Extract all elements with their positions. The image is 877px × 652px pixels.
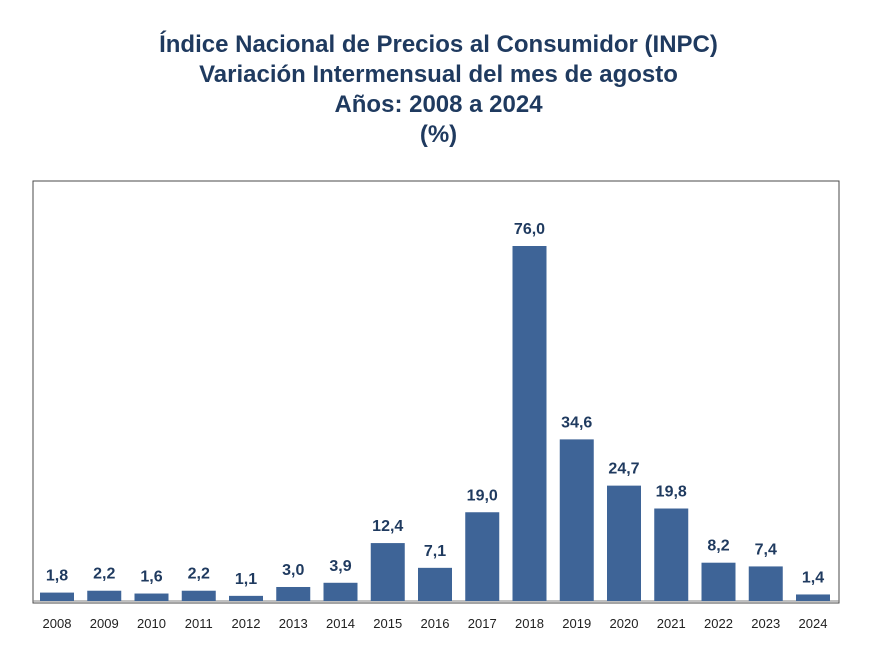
chart-title: Índice Nacional de Precios al Consumidor… (0, 30, 877, 150)
x-tick-label-2017: 2017 (468, 616, 497, 631)
value-label-2020: 24,7 (608, 461, 639, 478)
x-tick-labels: 2008 2009 2010 2011 2012 2013 2014 2015 2016 2017… (43, 616, 828, 631)
x-tick-label-2011: 2011 (185, 616, 213, 631)
bar-2021 (654, 508, 689, 601)
bar-2016 (418, 567, 452, 601)
value-label-2008: 1,8 (46, 568, 68, 585)
x-tick-label-2008: 2008 (43, 616, 72, 631)
bar-2018 (512, 246, 547, 601)
x-tick-label-2013: 2013 (279, 616, 308, 631)
value-label-2015: 12,4 (372, 518, 403, 535)
bar-2013 (276, 586, 311, 601)
x-tick-label-2024: 2024 (799, 616, 828, 631)
bar-2010 (134, 593, 169, 601)
x-tick-label-2016: 2016 (421, 616, 450, 631)
value-label-2022: 8,2 (707, 538, 729, 555)
value-label-2024: 1,4 (802, 569, 824, 586)
bar-2024 (796, 594, 830, 601)
x-tick-label-2015: 2015 (373, 616, 402, 631)
value-label-2010: 1,6 (140, 569, 162, 586)
value-label-2017: 19,0 (467, 487, 498, 504)
value-label-2021: 19,8 (656, 484, 687, 501)
bar-2011 (181, 590, 216, 601)
chart-title-line-3: Años: 2008 a 2024 (334, 91, 543, 118)
value-label-2013: 3,0 (282, 562, 304, 579)
bar-2022 (701, 562, 736, 601)
x-tick-label-2019: 2019 (562, 616, 591, 631)
value-label-2014: 3,9 (329, 558, 351, 575)
bar-2009 (87, 590, 122, 601)
value-labels-layer: 1,8 2,2 1,6 2,2 1,1 3,0 3,9 12,4 7,1 19,0 76,0 34,6… (46, 221, 824, 588)
bar-2015 (370, 543, 405, 601)
bar-2019 (559, 439, 594, 601)
value-label-2019: 34,6 (561, 414, 592, 431)
x-tick-label-2010: 2010 (137, 616, 166, 631)
x-tick-label-2009: 2009 (90, 616, 119, 631)
value-label-2009: 2,2 (93, 566, 115, 583)
x-tick-label-2022: 2022 (704, 616, 733, 631)
value-label-2016: 7,1 (424, 543, 446, 560)
chart-title-line-1: Índice Nacional de Precios al Consumidor… (159, 31, 718, 58)
value-label-2023: 7,4 (755, 541, 777, 558)
plot-frame (32, 180, 840, 604)
x-tick-label-2023: 2023 (751, 616, 780, 631)
bar-2008 (40, 592, 74, 601)
bar-2014 (323, 582, 358, 601)
chart-title-line-4: (%) (419, 121, 458, 148)
x-tick-label-2018: 2018 (515, 616, 544, 631)
bar-2020 (607, 485, 641, 602)
value-label-2018: 76,0 (514, 221, 545, 238)
value-label-2012: 1,1 (235, 571, 257, 588)
bar-2023 (748, 566, 783, 601)
x-tick-label-2021: 2021 (657, 616, 686, 631)
bar-2017 (465, 512, 500, 601)
bars-layer (40, 246, 830, 602)
bar-2012 (229, 595, 263, 601)
chart-title-line-2: Variación Intermensual del mes de agosto (199, 61, 678, 88)
value-label-2011: 2,2 (188, 566, 210, 583)
x-tick-label-2012: 2012 (232, 616, 261, 631)
x-tick-label-2020: 2020 (610, 616, 639, 631)
x-tick-label-2014: 2014 (326, 616, 355, 631)
